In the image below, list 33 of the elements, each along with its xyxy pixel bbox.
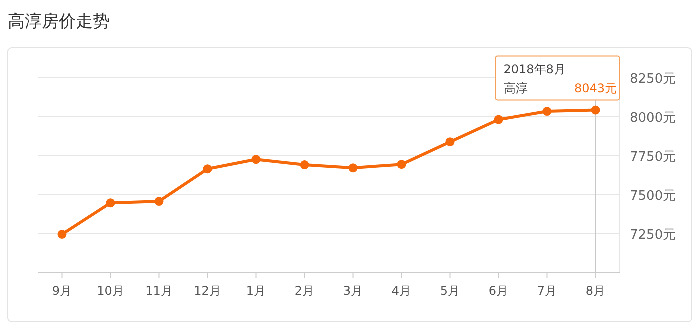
x-tick-label: 8月 <box>586 284 606 298</box>
point <box>348 164 358 173</box>
point <box>106 198 116 208</box>
x-tick-label: 2月 <box>294 284 315 298</box>
x-tick-label: 10月 <box>97 284 124 298</box>
x-tick-label: 1月 <box>246 284 266 298</box>
chart-title: 高淳房价走势 <box>8 12 110 32</box>
point <box>300 160 310 170</box>
x-tick-label: 11月 <box>146 284 173 298</box>
y-tick-label: 7750元 <box>630 150 676 165</box>
y-tick-label: 7500元 <box>630 189 676 204</box>
x-tick-label: 4月 <box>392 284 412 298</box>
point <box>542 107 552 116</box>
point <box>446 138 455 147</box>
y-tick-label: 8000元 <box>630 111 676 126</box>
point <box>154 197 164 206</box>
x-tick-label: 7月 <box>537 284 558 298</box>
data-label: 8043元 <box>574 81 618 96</box>
point <box>591 106 600 115</box>
x-tick-label: 9月 <box>52 284 72 298</box>
point <box>494 115 504 124</box>
point <box>252 155 261 164</box>
x-tick-label: 5月 <box>440 284 460 298</box>
y-tick-label: 7250元 <box>630 228 676 243</box>
point <box>58 230 67 239</box>
point <box>397 160 406 170</box>
series-label: 高淳 <box>504 81 528 96</box>
point <box>203 164 212 174</box>
x-tick-label: 3月 <box>343 284 364 298</box>
y-tick-label: 8250元 <box>630 72 676 87</box>
x-tick-label: 6月 <box>488 284 509 298</box>
text: 2018年8月 <box>504 62 566 76</box>
x-tick-label: 12月 <box>194 284 222 298</box>
